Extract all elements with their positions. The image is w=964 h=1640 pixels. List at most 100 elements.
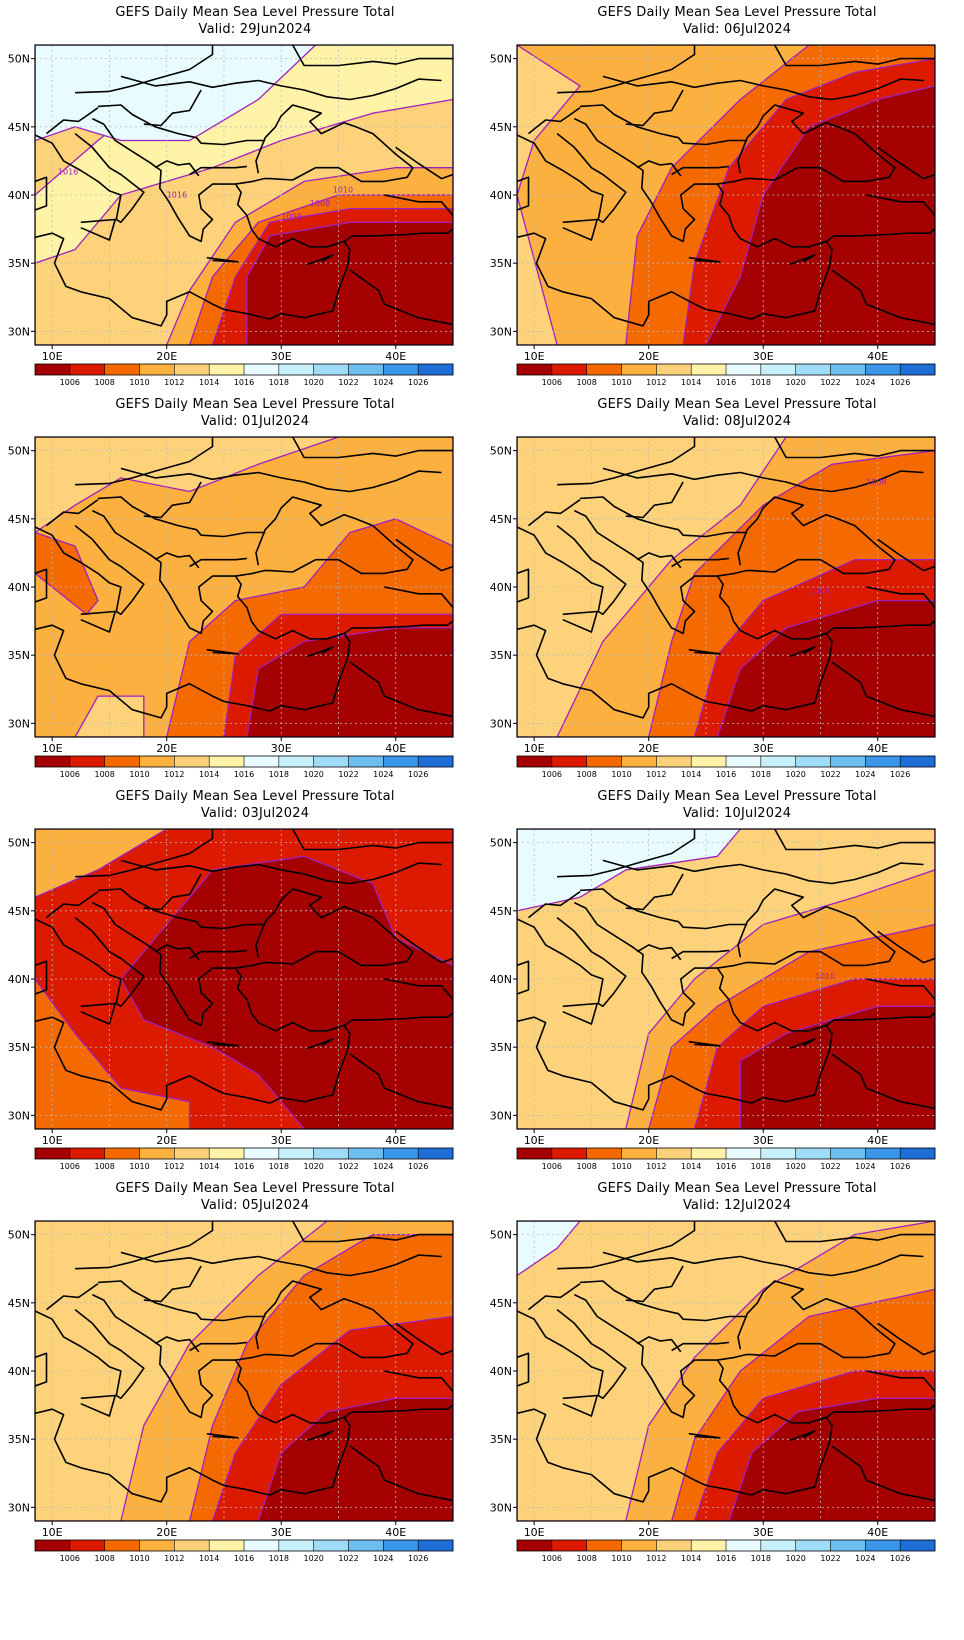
coastline (557, 45, 696, 94)
coastline (717, 888, 896, 969)
colorbar-swatch (313, 1148, 349, 1159)
colorbar-swatch (139, 1148, 175, 1159)
coastline (395, 930, 453, 964)
coastline (80, 1394, 116, 1417)
coastline (35, 568, 48, 603)
pressure-band (120, 855, 453, 1129)
lon-label: 30E (753, 1526, 774, 1539)
coastline (789, 1038, 816, 1050)
colorbar-swatch (586, 364, 622, 375)
colorbar-swatch (621, 1540, 657, 1551)
colorbar-swatch (830, 756, 866, 767)
coastline (384, 586, 453, 609)
coastline (206, 256, 239, 263)
colorbar-tick-label: 1016 (716, 1554, 736, 1563)
lat-label: 45N (490, 513, 512, 526)
colorbar-tick-label: 1012 (164, 770, 184, 779)
panel-title: GEFS Daily Mean Sea Level Pressure Total (597, 789, 877, 804)
colorbar-swatch (760, 1148, 796, 1159)
colorbar-tick-label: 1016 (234, 770, 254, 779)
coastline (349, 661, 453, 718)
lon-label: 10E (524, 1134, 545, 1147)
colorbar-swatch (104, 1540, 140, 1551)
colorbar-swatch (209, 364, 245, 375)
colorbar-swatch (551, 756, 587, 767)
colorbar-swatch (900, 1148, 936, 1159)
lon-label: 30E (271, 1134, 292, 1147)
colorbar-swatch (726, 1540, 762, 1551)
coastline (573, 117, 833, 320)
lat-label: 30N (8, 1501, 30, 1514)
lon-label: 40E (867, 742, 888, 755)
coastline (292, 45, 453, 67)
coastline (636, 552, 682, 569)
colorbar-tick-label: 1012 (646, 378, 666, 387)
coastline (292, 829, 453, 851)
lat-label: 45N (490, 905, 512, 918)
colorbar-tick-label: 1014 (681, 1162, 701, 1171)
colorbar-tick-label: 1010 (129, 770, 149, 779)
lat-label: 40N (8, 581, 30, 594)
colorbar-swatch (551, 1540, 587, 1551)
coastline (80, 218, 116, 241)
coastline (877, 1322, 935, 1356)
panel-valid-date: Valid: 06Jul2024 (682, 22, 792, 37)
contour-label: 1016 (58, 168, 78, 177)
coastline (35, 1016, 270, 1111)
lat-label: 40N (490, 189, 512, 202)
colorbar-tick-label: 1020 (785, 1162, 805, 1171)
lon-label: 40E (867, 1134, 888, 1147)
lon-label: 40E (385, 1526, 406, 1539)
coastline (774, 437, 935, 459)
lon-label: 20E (156, 1134, 177, 1147)
coastline (774, 45, 935, 67)
colorbar-swatch (348, 756, 384, 767)
colorbar-tick-label: 1022 (338, 1162, 358, 1171)
coastline (46, 891, 99, 919)
colorbar-swatch (35, 1540, 71, 1551)
colorbar-swatch (900, 756, 936, 767)
colorbar-tick-label: 1018 (751, 1554, 771, 1563)
colorbar-swatch (551, 1148, 587, 1159)
coastline (579, 1280, 748, 1322)
colorbar-tick-label: 1008 (576, 378, 596, 387)
coastline (120, 859, 442, 885)
lat-label: 30N (490, 717, 512, 730)
coastline (866, 586, 935, 609)
colorbar-swatch (139, 756, 175, 767)
coastline (517, 524, 627, 616)
colorbar-tick-label: 1018 (751, 770, 771, 779)
lon-label: 10E (42, 350, 63, 363)
colorbar-swatch (795, 1540, 831, 1551)
colorbar-swatch (348, 1148, 384, 1159)
colorbar-swatch (726, 1148, 762, 1159)
coastline (579, 888, 748, 930)
coastline (625, 1265, 684, 1303)
colorbar-tick-label: 1020 (303, 1162, 323, 1171)
colorbar-swatch (209, 1148, 245, 1159)
coastline (154, 1336, 200, 1353)
pressure-band (728, 1397, 935, 1521)
coastline (636, 944, 682, 961)
colorbar-swatch (139, 1540, 175, 1551)
colorbar-swatch (760, 364, 796, 375)
colorbar-swatch (865, 756, 901, 767)
coastline (97, 496, 266, 538)
lat-label: 35N (8, 649, 30, 662)
colorbar-swatch (830, 1148, 866, 1159)
lat-label: 35N (8, 1433, 30, 1446)
lon-label: 10E (524, 742, 545, 755)
coastline (528, 499, 581, 527)
coastline (877, 146, 935, 180)
map-panel: GEFS Daily Mean Sea Level Pressure Total… (482, 392, 964, 802)
coastline (517, 1352, 530, 1387)
coastline (602, 467, 924, 493)
colorbar-swatch (104, 1148, 140, 1159)
colorbar-tick-label: 1020 (785, 378, 805, 387)
coastline (831, 1053, 935, 1110)
coastline (557, 1221, 696, 1270)
colorbar-swatch (691, 364, 727, 375)
coastline (517, 232, 752, 327)
coastline (349, 1445, 453, 1502)
map-panel: GEFS Daily Mean Sea Level Pressure Total… (482, 1176, 964, 1586)
